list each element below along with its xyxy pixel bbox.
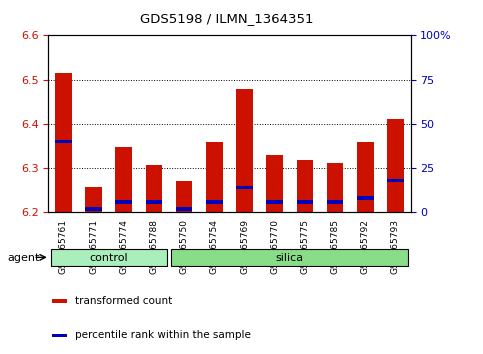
Bar <box>236 186 253 189</box>
Bar <box>297 200 313 204</box>
Bar <box>115 147 132 212</box>
Bar <box>85 207 102 211</box>
Text: GDS5198 / ILMN_1364351: GDS5198 / ILMN_1364351 <box>140 12 314 25</box>
Bar <box>171 249 408 266</box>
Bar <box>236 90 253 212</box>
Bar <box>206 143 223 212</box>
Bar <box>327 200 343 204</box>
Text: control: control <box>89 252 128 263</box>
Bar <box>267 155 283 212</box>
Bar <box>85 187 102 212</box>
Bar <box>115 200 132 204</box>
Bar <box>176 207 192 211</box>
Text: agent: agent <box>7 253 40 263</box>
Text: percentile rank within the sample: percentile rank within the sample <box>75 330 251 341</box>
Bar <box>206 200 223 204</box>
Bar <box>51 249 167 266</box>
Bar <box>176 181 192 212</box>
Bar <box>387 179 404 182</box>
Bar <box>53 299 67 303</box>
Bar <box>267 200 283 204</box>
Bar <box>146 200 162 204</box>
Bar <box>357 143 373 212</box>
Bar <box>357 196 373 200</box>
Bar <box>53 333 67 337</box>
Text: silica: silica <box>276 252 304 263</box>
Bar <box>297 160 313 212</box>
Bar <box>387 120 404 212</box>
Bar <box>146 165 162 212</box>
Bar <box>55 73 71 212</box>
Bar <box>327 163 343 212</box>
Bar <box>55 140 71 143</box>
Text: transformed count: transformed count <box>75 296 172 306</box>
